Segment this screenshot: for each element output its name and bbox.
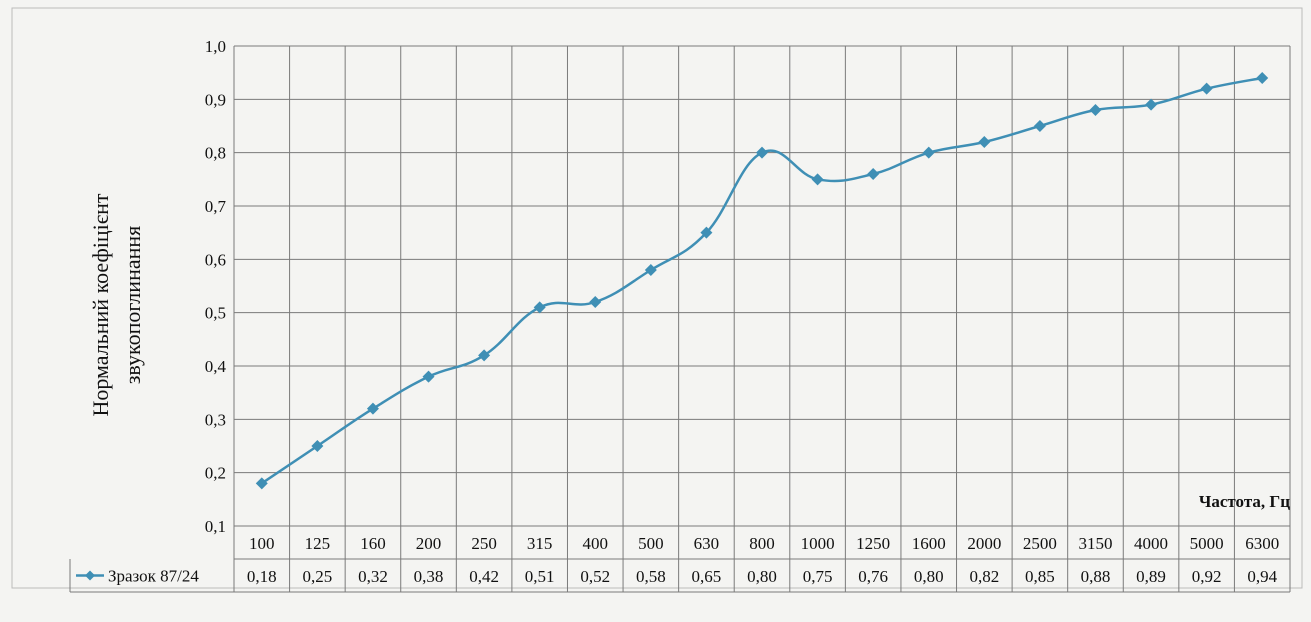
table-value-cell: 0,38 (414, 567, 444, 586)
x-category-label: 800 (749, 534, 775, 553)
data-point (533, 301, 546, 314)
x-category-label: 1600 (912, 534, 946, 553)
data-point (422, 370, 435, 383)
data-point (311, 440, 324, 452)
y-tick-label: 0,5 (205, 304, 226, 323)
x-category-label: 500 (638, 534, 664, 553)
y-tick-label: 0,8 (205, 144, 226, 163)
data-point (1033, 120, 1046, 132)
data-point (1089, 104, 1102, 116)
x-category-label: 200 (416, 534, 442, 553)
data-point (867, 168, 880, 180)
y-tick-label: 0,7 (205, 197, 227, 216)
data-table: 100 0,18 125 0,25 160 0,32 200 0,38 250 0,42 315 0,… (69, 526, 1291, 593)
data-point (922, 146, 935, 159)
y-tick-label: 0,6 (205, 250, 226, 269)
table-value-cell: 0,92 (1192, 567, 1222, 586)
chart-area-border (11, 7, 1303, 589)
data-point (811, 173, 824, 186)
x-category-label: 400 (583, 534, 609, 553)
data-point (978, 136, 991, 148)
data-point (255, 477, 268, 490)
table-value-cell: 0,18 (247, 567, 277, 586)
table-value-cell: 0,65 (692, 567, 722, 586)
x-category-label: 2000 (967, 534, 1001, 553)
table-value-cell: 0,42 (469, 567, 499, 586)
y-axis-ticks: 0,1 0,2 0,3 0,4 0,5 0,6 0,7 0,8 0,9 1,0 (205, 37, 227, 536)
y-axis-label-line-2: звукопоглинання (120, 226, 145, 385)
table-value-cell: 0,25 (302, 567, 332, 586)
x-category-label: 160 (360, 534, 386, 553)
y-tick-label: 0,1 (205, 517, 226, 536)
legend-series-name: Зразок 87/24 (108, 567, 199, 586)
x-axis-label: Частота, Гц (1199, 492, 1290, 511)
y-tick-label: 0,4 (205, 357, 227, 376)
x-category-label: 6300 (1245, 534, 1279, 553)
plot-grid (233, 45, 1291, 527)
y-tick-label: 1,0 (205, 37, 226, 56)
x-category-label: 1250 (856, 534, 890, 553)
table-value-cell: 0,89 (1136, 567, 1166, 586)
table-value-cell: 0,51 (525, 567, 555, 586)
x-category-label: 630 (694, 534, 720, 553)
data-point (589, 296, 602, 308)
y-axis-label-line-1: Нормальний коефіцієнт (88, 193, 113, 416)
data-point (478, 349, 491, 362)
data-point (1256, 72, 1269, 84)
table-value-cell: 0,94 (1247, 567, 1277, 586)
x-category-label: 125 (305, 534, 331, 553)
y-tick-label: 0,9 (205, 90, 226, 109)
x-category-label: 100 (249, 534, 275, 553)
table-value-cell: 0,52 (580, 567, 610, 586)
data-point (366, 402, 379, 415)
x-category-label: 5000 (1190, 534, 1224, 553)
table-value-cell: 0,75 (803, 567, 833, 586)
data-point (756, 146, 768, 159)
data-point (644, 264, 657, 276)
table-value-cell: 0,80 (914, 567, 944, 586)
x-category-label: 4000 (1134, 534, 1168, 553)
data-point (700, 226, 713, 239)
y-tick-label: 0,3 (205, 410, 226, 429)
x-category-label: 250 (471, 534, 497, 553)
table-value-cell: 0,58 (636, 567, 666, 586)
table-value-cell: 0,88 (1081, 567, 1111, 586)
series-line (261, 76, 1263, 485)
x-category-label: 1000 (801, 534, 835, 553)
table-value-cell: 0,80 (747, 567, 777, 586)
y-tick-label: 0,2 (205, 464, 226, 483)
table-value-cell: 0,85 (1025, 567, 1055, 586)
table-value-cell: 0,82 (969, 567, 999, 586)
x-category-label: 315 (527, 534, 553, 553)
x-category-label: 2500 (1023, 534, 1057, 553)
data-point (1200, 82, 1213, 95)
legend-marker-swatch (85, 570, 95, 581)
table-value-cell: 0,76 (858, 567, 888, 586)
table-value-cell: 0,32 (358, 567, 388, 586)
x-category-label: 3150 (1078, 534, 1112, 553)
series-layer (255, 72, 1269, 490)
data-point (1145, 98, 1158, 111)
